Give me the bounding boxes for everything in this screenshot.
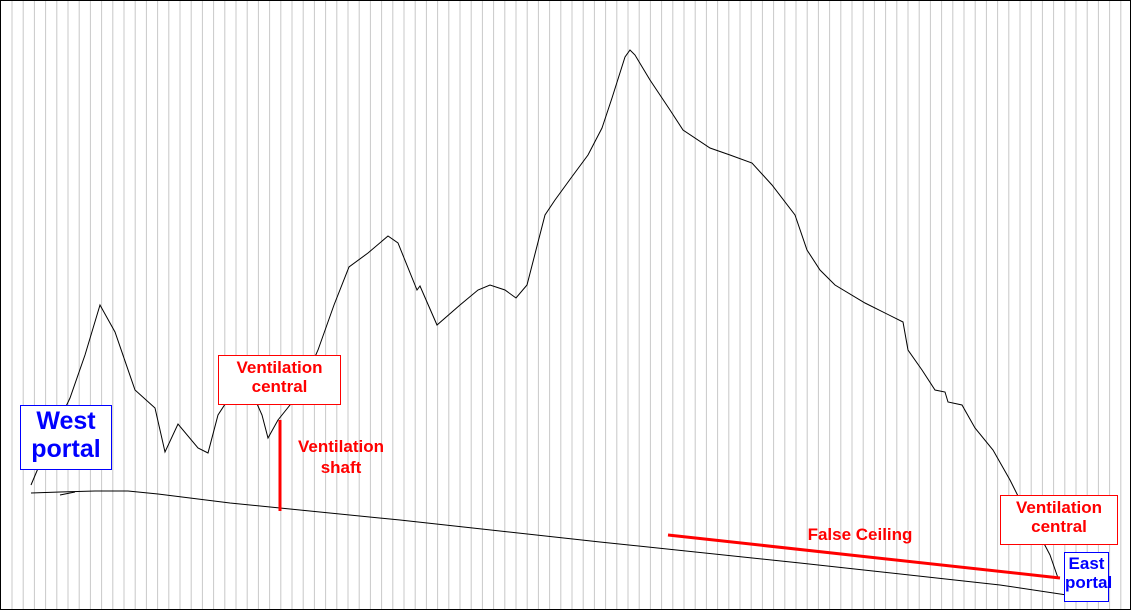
ventilation-central-west-line-2: central (251, 376, 308, 396)
tunnel-line (30, 490, 1101, 601)
ventilation-central-east-line-2: central (1031, 516, 1087, 536)
west-portal-label: West portal (20, 405, 112, 470)
false-ceiling-line (667, 533, 1061, 580)
east-portal-line-2: portal (1065, 572, 1113, 592)
ventilation-central-east-label: Ventilation central (1000, 495, 1118, 545)
ventilation-central-west-line-1: Ventilation (236, 358, 323, 377)
ventilation-shaft-line-2: shaft (320, 458, 362, 478)
tunnel-line-tick (59, 491, 76, 496)
false-ceiling-label: False Ceiling (807, 525, 913, 544)
east-portal-line-1: East (1068, 554, 1105, 573)
west-portal-line-1: West (36, 407, 96, 435)
west-portal-line-2: portal (31, 434, 101, 463)
ventilation-shaft-line-1: Ventilation (298, 437, 384, 456)
terrain-profile-line (30, 49, 1059, 579)
ventilation-shaft-label: Ventilation shaft (283, 436, 399, 479)
ventilation-central-east-line-1: Ventilation (1016, 498, 1102, 517)
vertical-grid-lines (11, 1, 1122, 609)
ventilation-central-west-label: Ventilation central (218, 355, 341, 405)
east-portal-label: East portal (1064, 552, 1113, 602)
